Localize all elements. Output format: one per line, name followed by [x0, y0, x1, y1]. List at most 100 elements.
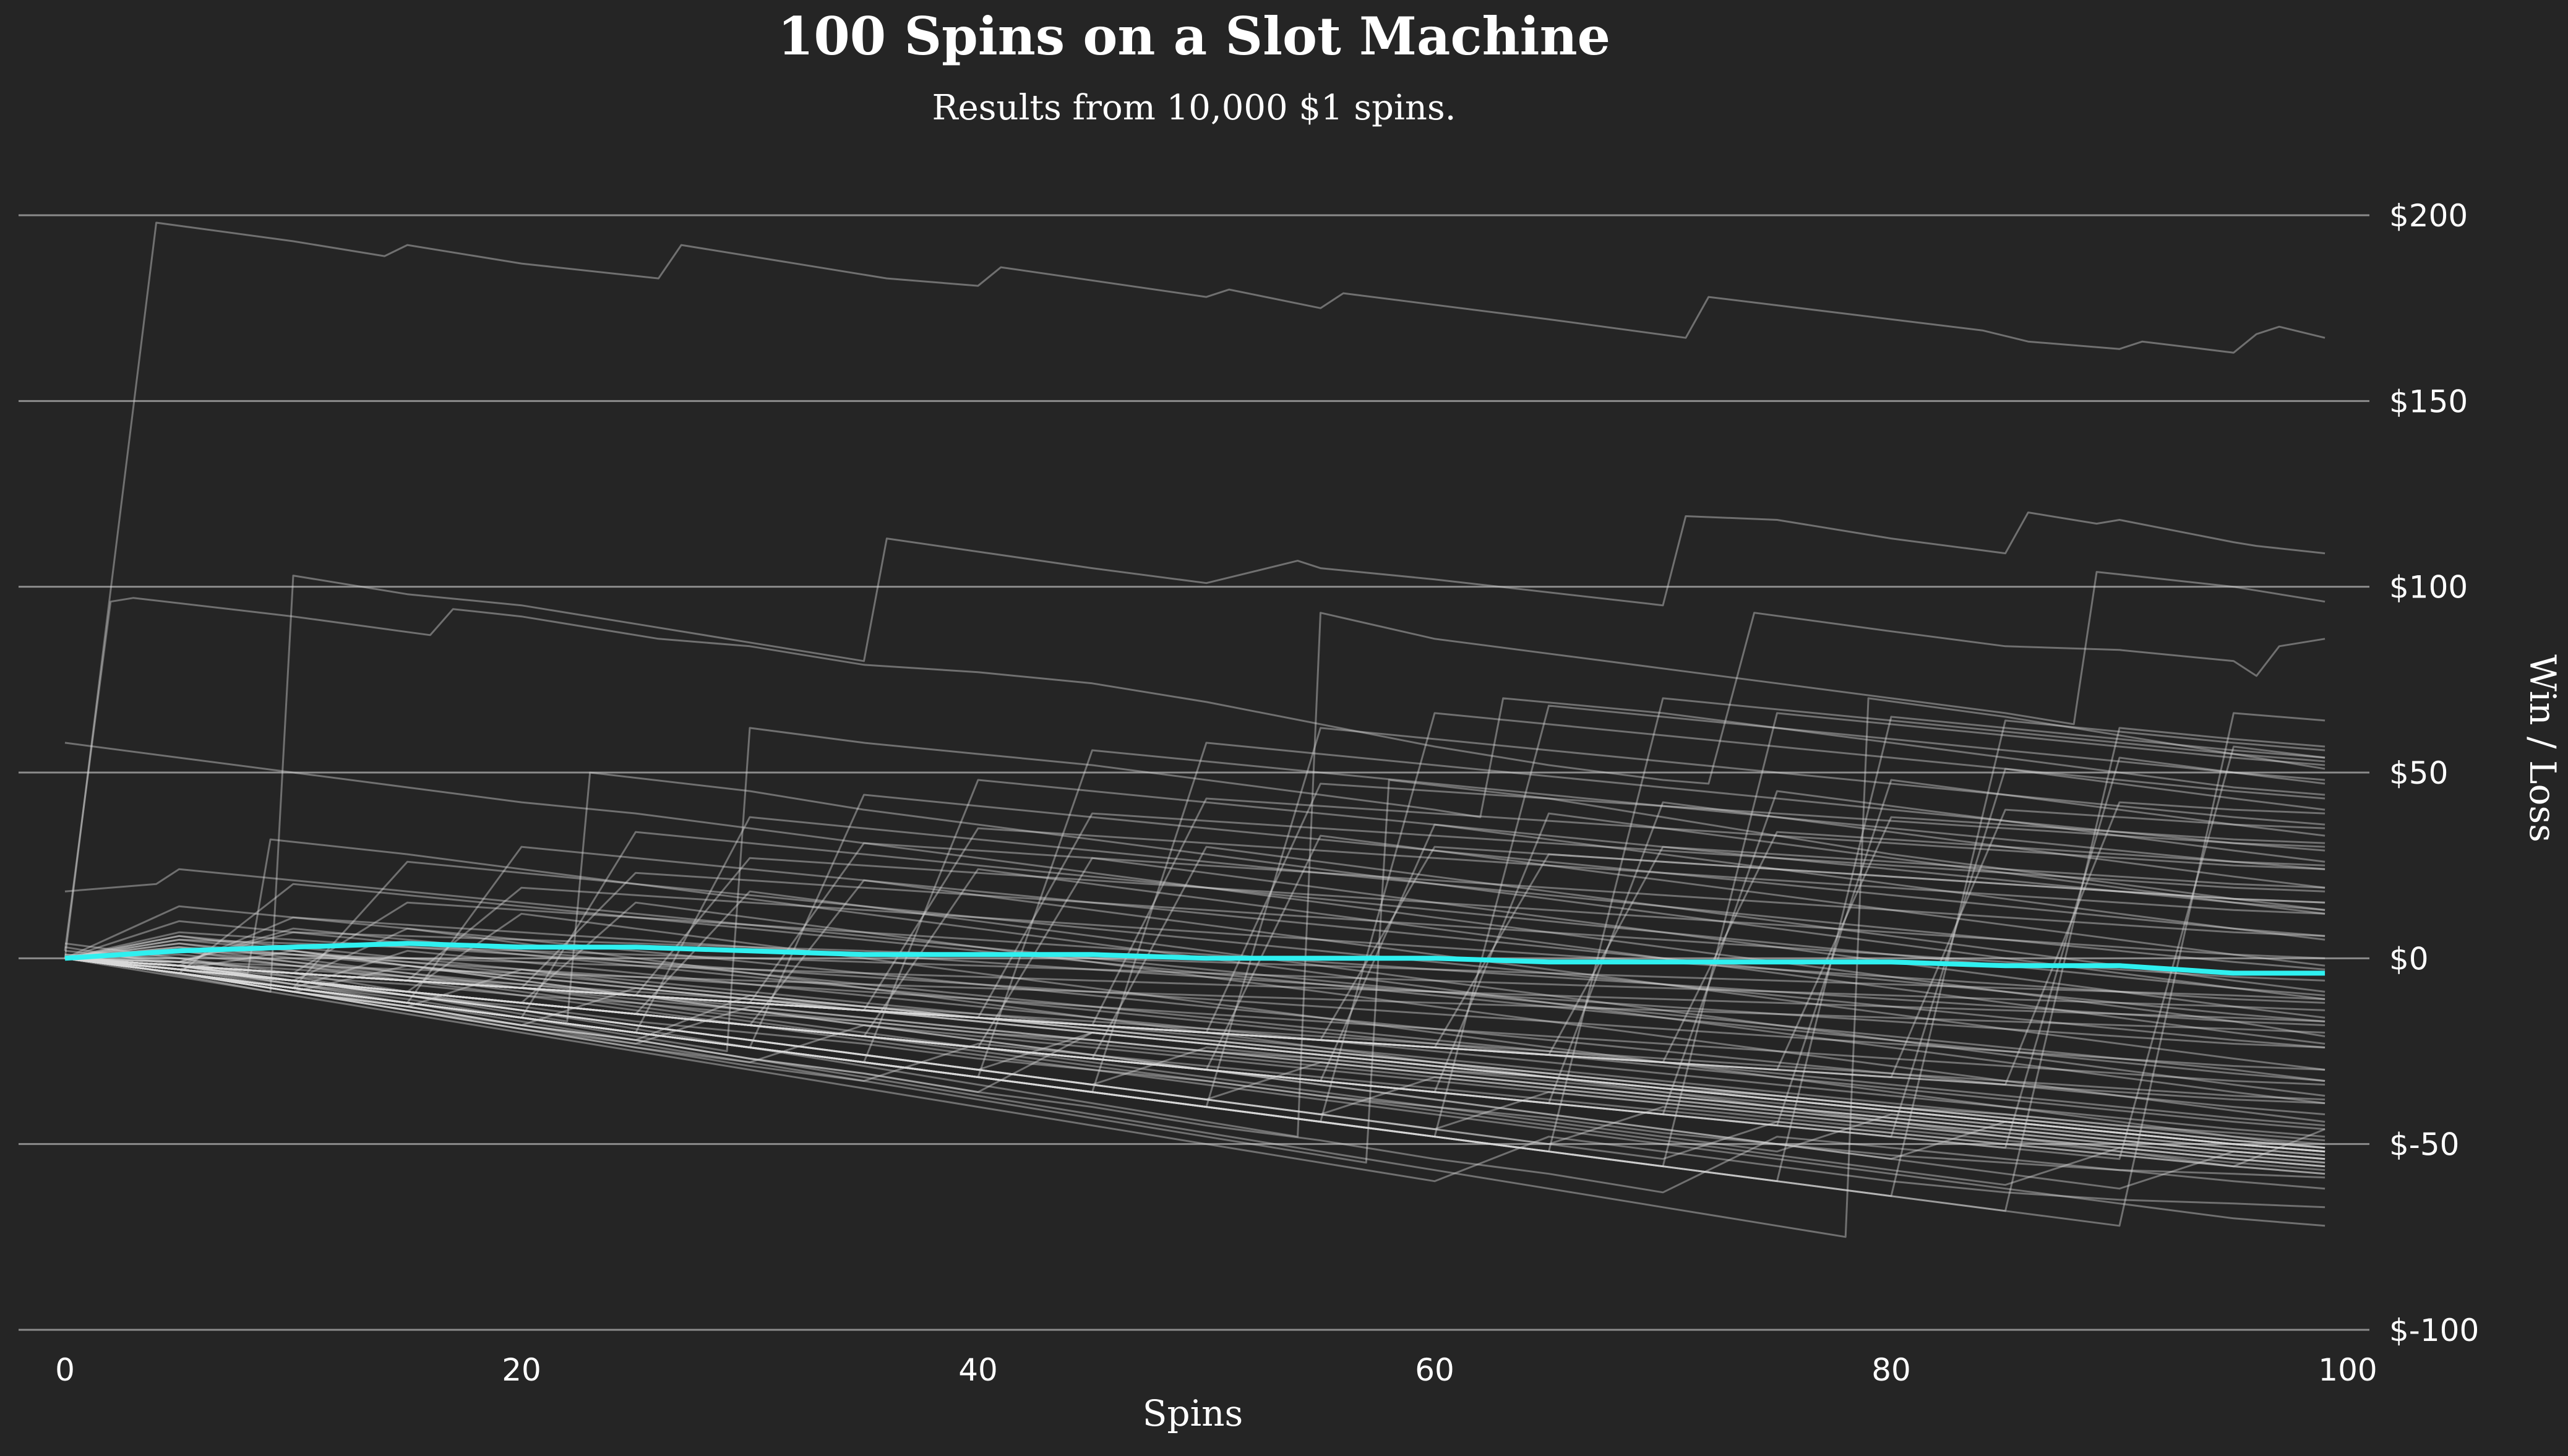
- y-tick-label: $-100: [2389, 1313, 2479, 1348]
- simulation-line: [64, 712, 2325, 1168]
- simulation-line: [64, 957, 2325, 1164]
- simulation-line: [64, 853, 2325, 1048]
- simulation-line: [64, 957, 2325, 1153]
- simulation-line: [64, 957, 2325, 1153]
- simulation-line: [64, 808, 2325, 1078]
- simulation-line: [64, 957, 2325, 1101]
- simulation-line: [64, 827, 2325, 1011]
- simulation-line: [64, 949, 2325, 1022]
- simulation-line: [64, 957, 2325, 1209]
- simulation-line: [64, 957, 2325, 1153]
- simulation-line: [64, 901, 2325, 1026]
- simulation-line: [64, 801, 2325, 1105]
- x-tick-label: 60: [1415, 1352, 1454, 1388]
- simulation-line: [64, 953, 2325, 1164]
- y-tick-label: $0: [2389, 941, 2429, 977]
- chart-subtitle: Results from 10,000 $1 spins.: [932, 88, 1456, 128]
- simulation-line: [64, 935, 2325, 1146]
- simulation-line: [64, 957, 2325, 1149]
- simulation-line: [64, 957, 2325, 1160]
- simulation-line: [64, 221, 2325, 959]
- simulation-line: [64, 816, 2325, 1071]
- simulation-line: [64, 842, 2325, 1004]
- simulation-line: [64, 938, 2325, 1149]
- simulation-line: [64, 846, 2325, 1022]
- simulation-line: [64, 949, 2325, 1160]
- simulation-line: [64, 727, 2325, 1212]
- simulation-line: [64, 868, 2325, 1082]
- average-line: [64, 941, 2325, 976]
- simulation-line: [64, 957, 2325, 1142]
- simulation-line: [64, 942, 2325, 1157]
- simulation-line: [64, 571, 2325, 1138]
- simulation-line: [64, 697, 2325, 1052]
- simulation-line: [64, 949, 2325, 1138]
- simulation-line: [64, 931, 2325, 1000]
- simulation-line: [64, 834, 2325, 1071]
- x-axis-title: Spins: [1143, 1392, 1243, 1434]
- simulation-line: [64, 957, 2325, 1175]
- simulation-line: [64, 831, 2325, 1063]
- simulation-line: [64, 916, 2325, 1048]
- simulation-line: [64, 935, 2325, 1160]
- simulation-line: [64, 946, 2325, 1086]
- x-tick-label: 80: [1871, 1352, 1911, 1388]
- simulation-line: [64, 931, 2325, 1071]
- simulation-line: [64, 823, 2325, 1082]
- simulation-line: [64, 768, 2325, 1138]
- simulation-line: [64, 727, 2325, 1108]
- simulation-line: [64, 957, 2325, 1157]
- simulation-line: [64, 779, 2325, 1063]
- simulation-line: [64, 957, 2325, 1179]
- simulation-line: [64, 816, 2325, 1034]
- simulation-line: [64, 938, 2325, 1011]
- y-tick-label: $100: [2389, 570, 2468, 606]
- y-axis-title: Win / Loss: [2522, 654, 2564, 842]
- simulation-line: [64, 857, 2325, 996]
- simulation-line: [64, 716, 2325, 1183]
- simulation-line: [64, 957, 2325, 1105]
- simulation-line: [64, 957, 2325, 1153]
- simulation-line: [64, 879, 2325, 1071]
- simulation-line: [64, 782, 2325, 1034]
- simulation-line: [64, 912, 2325, 1149]
- simulation-line: [64, 886, 2325, 1004]
- y-tick-label: $-50: [2389, 1127, 2459, 1163]
- simulation-line: [64, 697, 2325, 1153]
- simulation-line: [64, 801, 2325, 1086]
- simulation-line: [64, 812, 2325, 1094]
- simulation-line: [64, 957, 2325, 1168]
- simulation-line: [64, 812, 2325, 1019]
- chart-title: 100 Spins on a Slot Machine: [778, 6, 1610, 67]
- simulation-line: [64, 756, 2325, 1149]
- x-tick-label: 40: [958, 1352, 998, 1388]
- simulation-line: [64, 712, 2325, 1123]
- simulation-line: [65, 512, 2325, 993]
- simulation-line: [64, 946, 2325, 1186]
- simulation-line: [64, 597, 2325, 951]
- simulation-line: [64, 857, 2325, 1048]
- simulation-line: [64, 957, 2325, 1194]
- x-tick-label: 100: [2318, 1352, 2377, 1388]
- simulation-line: [64, 790, 2325, 1116]
- simulation-line: [64, 868, 2325, 1045]
- simulation-line: [64, 704, 2325, 1138]
- simulation-line: [64, 779, 2325, 1127]
- simulation-line: [64, 860, 2325, 1048]
- simulation-line: [64, 742, 2325, 1094]
- y-tick-label: $50: [2389, 755, 2448, 791]
- simulation-line: [64, 957, 2325, 1168]
- simulation-line: [64, 942, 2325, 1153]
- simulation-line: [64, 957, 2325, 1034]
- x-tick-label: 20: [502, 1352, 541, 1388]
- simulation-line: [64, 742, 2325, 1037]
- average-line-group: [64, 941, 2325, 976]
- simulation-line: [64, 846, 2325, 1060]
- simulation-line: [64, 794, 2325, 1048]
- x-tick-label: 0: [55, 1352, 75, 1388]
- simulation-line: [64, 957, 2325, 1160]
- x-tick-labels: 0 20 40 60 80 100: [55, 1352, 2377, 1388]
- simulation-line: [64, 771, 2325, 1022]
- simulation-line: [64, 957, 2325, 1171]
